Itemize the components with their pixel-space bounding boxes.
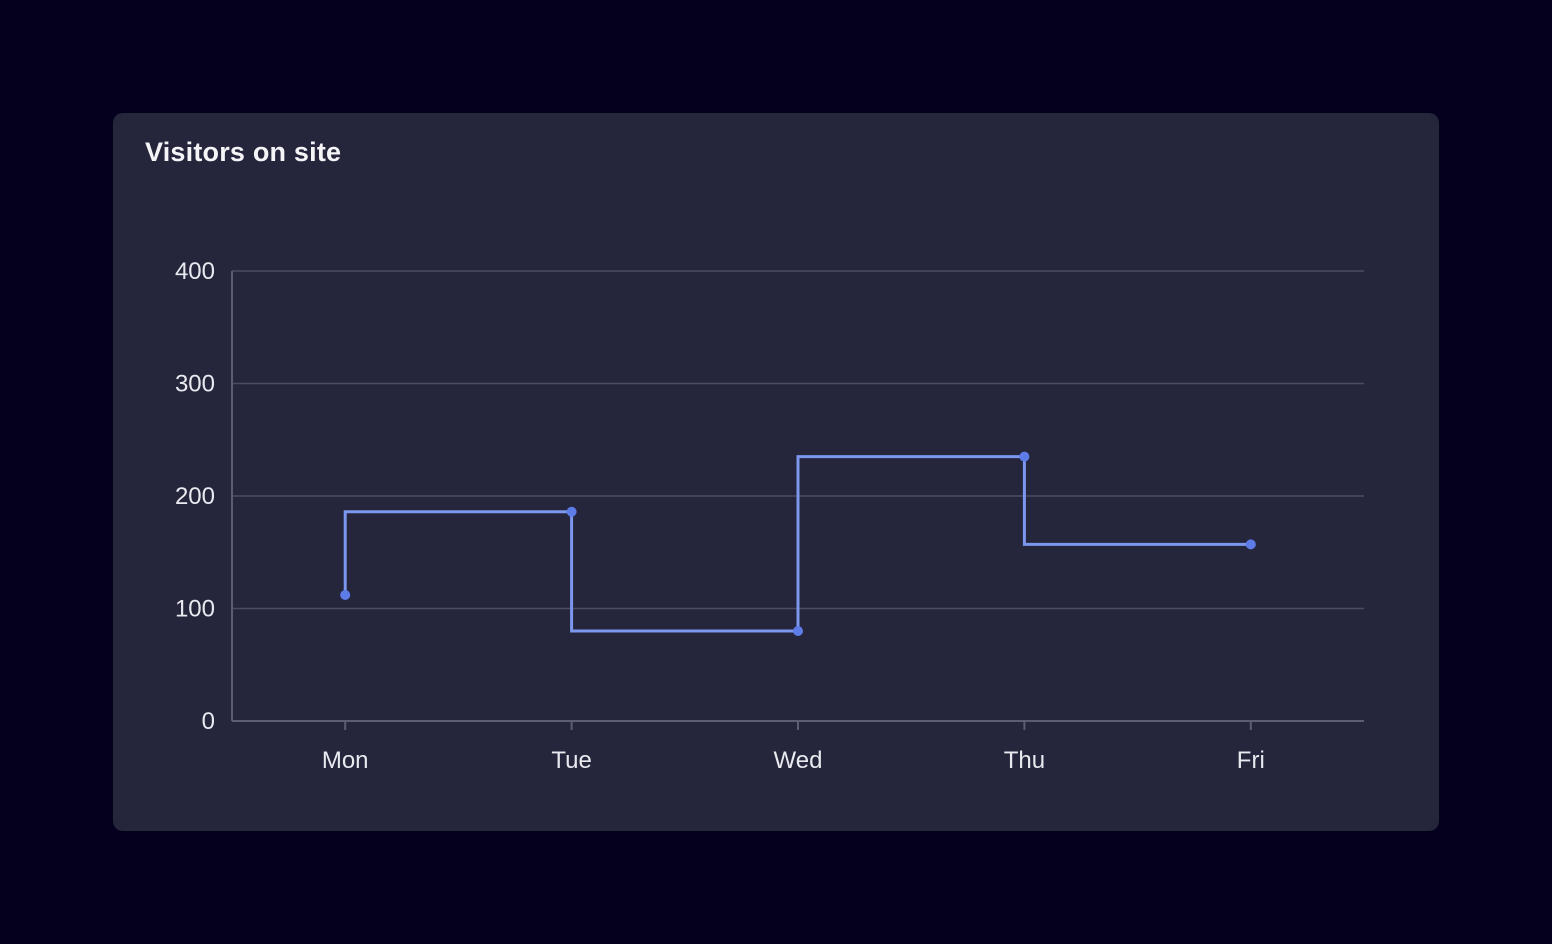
x-tick-label: Tue [551, 747, 591, 774]
x-tick-label: Mon [322, 747, 369, 774]
step-line [343, 455, 1251, 633]
y-tick-label: 100 [175, 596, 215, 623]
x-tick-label: Wed [774, 747, 823, 774]
y-tick-label: 0 [202, 708, 215, 735]
visitors-step-chart: 0 100 200 300 400 Mon Tue Wed Thu Fri [175, 258, 1364, 774]
data-point [1019, 451, 1030, 462]
y-tick-label: 400 [175, 258, 215, 285]
visitors-card: Visitors on site 0 100 200 300 400 Mon Tue Wed T… [113, 113, 1439, 831]
x-tick-label: Fri [1237, 747, 1265, 774]
x-tick-label: Thu [1004, 747, 1045, 774]
y-tick-label: 200 [175, 483, 215, 510]
y-tick-label: 300 [175, 371, 215, 398]
data-point [1245, 539, 1256, 550]
chart-title: Visitors on site [145, 137, 342, 167]
data-point [566, 506, 577, 517]
data-point [340, 590, 351, 600]
data-point [793, 626, 803, 636]
